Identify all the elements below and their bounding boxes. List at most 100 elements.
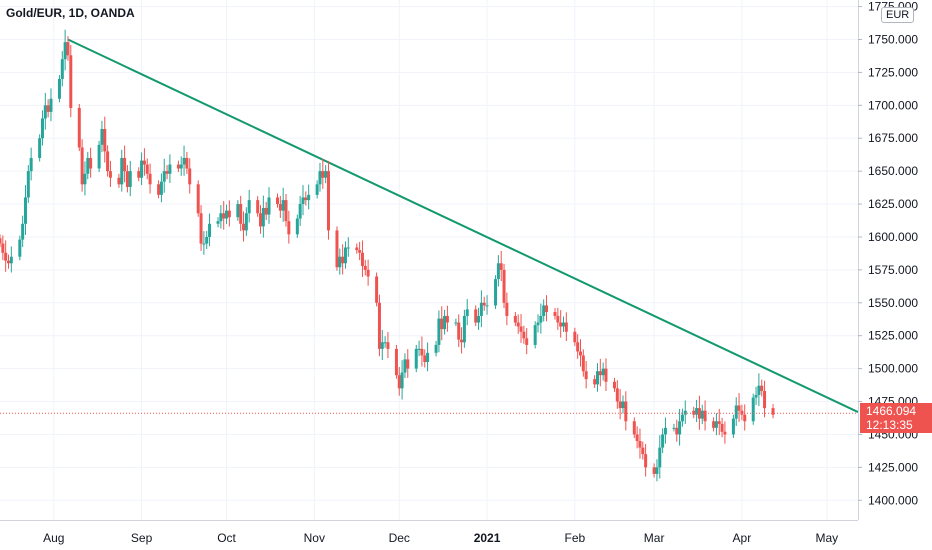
candle-body — [474, 309, 478, 323]
price-tick-label: 1400.000 — [868, 493, 918, 507]
candle-body — [479, 302, 483, 316]
candle-body — [477, 315, 481, 323]
candle-body — [380, 342, 384, 349]
candle-body — [562, 322, 566, 327]
time-tick-label: May — [816, 531, 839, 545]
candle-body — [760, 385, 764, 391]
candle-body — [295, 218, 299, 235]
candle-body — [536, 322, 540, 326]
candle-body — [556, 315, 560, 323]
candle-body — [38, 138, 42, 158]
candle-body — [185, 157, 189, 169]
candle-body — [417, 348, 421, 350]
candle-body — [519, 326, 523, 332]
candle-body — [720, 423, 724, 432]
candle-body — [287, 221, 291, 235]
last-price-tag: 1466.094 12:13:35 — [860, 403, 932, 433]
candle-body — [635, 434, 639, 442]
time-tick-label: 2021 — [474, 531, 501, 545]
price-tick-label: 1625.000 — [868, 197, 918, 211]
candle-body — [21, 223, 25, 240]
candle-body — [655, 467, 659, 474]
price-tick-label: 1750.000 — [868, 32, 918, 46]
candle-body — [525, 338, 529, 345]
candle-body — [343, 247, 347, 264]
candle-body — [363, 265, 367, 270]
candle-body — [242, 223, 246, 231]
candle-body — [157, 184, 161, 195]
candle-body — [533, 325, 537, 345]
candle-body — [117, 177, 121, 185]
candle-body — [377, 302, 381, 349]
candles-layer — [0, 29, 775, 482]
candle-body — [598, 371, 602, 376]
candle-body — [604, 368, 608, 382]
candle-body — [618, 401, 622, 409]
candle-body — [559, 322, 563, 327]
candle-body — [324, 171, 328, 178]
candle-body — [86, 157, 90, 174]
candle-body — [298, 204, 302, 219]
candle-body — [315, 184, 319, 195]
candle-body — [225, 210, 229, 219]
time-tick-label: Oct — [217, 531, 236, 545]
candle-body — [383, 342, 387, 344]
candle-body — [123, 157, 127, 172]
symbol-title[interactable]: Gold/EUR, 1D, OANDA — [6, 6, 135, 20]
trendline-layer — [67, 38, 859, 413]
candle-body — [443, 315, 447, 330]
candle-body — [454, 322, 458, 324]
candle-body — [595, 371, 599, 385]
candle-body — [23, 197, 27, 224]
candle-body — [763, 390, 767, 409]
candle-body — [573, 331, 577, 343]
candle-body — [49, 98, 53, 112]
price-tick-label: 1725.000 — [868, 65, 918, 79]
candle-body — [406, 359, 410, 369]
candle-body — [66, 42, 70, 56]
currency-badge[interactable]: EUR — [881, 7, 915, 23]
candle-body — [564, 322, 568, 332]
time-axis[interactable]: Aug Sep Oct Nov Dec 2021 Feb Mar Apr May — [0, 520, 858, 546]
candle-body — [145, 164, 149, 174]
candle-body — [301, 197, 305, 205]
candle-body — [222, 213, 226, 219]
candle-body — [663, 427, 667, 435]
time-tick-label: Nov — [304, 531, 325, 545]
time-tick-label: Sep — [131, 531, 153, 545]
candle-body — [0, 238, 2, 244]
candle-body — [692, 410, 696, 415]
candle-body — [624, 401, 628, 422]
price-tick-label: 1700.000 — [868, 98, 918, 112]
candle-body — [403, 359, 407, 373]
candle-body — [771, 408, 775, 415]
candle-body — [208, 223, 212, 237]
candle-body — [244, 213, 248, 231]
candle-body — [420, 348, 424, 356]
candle-body — [672, 427, 676, 429]
candle-body — [264, 208, 268, 215]
candle-body — [108, 171, 112, 178]
candle-body — [714, 421, 718, 428]
price-tick-label: 1500.000 — [868, 362, 918, 376]
candle-body — [335, 230, 339, 268]
candle-body — [80, 147, 84, 185]
candle-body — [542, 305, 546, 316]
candle-body — [202, 243, 206, 245]
price-tick-label: 1525.000 — [868, 329, 918, 343]
candle-body — [644, 454, 648, 468]
candle-body — [731, 418, 735, 435]
candle-body — [341, 256, 345, 264]
time-tick-label: Dec — [389, 531, 410, 545]
candle-body — [695, 408, 699, 415]
candle-body — [462, 315, 466, 343]
price-axis[interactable]: 1400.0001425.0001450.0001475.0001500.000… — [858, 0, 918, 520]
candle-body — [680, 414, 684, 422]
candle-body — [26, 171, 30, 198]
candle-body — [284, 200, 288, 222]
candle-body — [678, 421, 682, 435]
time-tick-label: Apr — [733, 531, 752, 545]
candle-body — [496, 263, 500, 280]
candle-body — [89, 157, 93, 169]
